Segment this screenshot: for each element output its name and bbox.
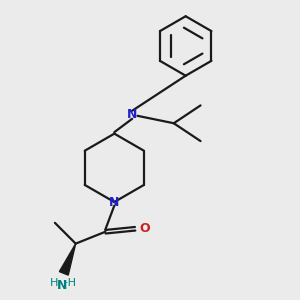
Text: ·H: ·H	[65, 278, 77, 288]
Polygon shape	[59, 244, 76, 275]
Text: N: N	[57, 279, 68, 292]
Text: N: N	[109, 196, 119, 208]
Text: O: O	[139, 222, 150, 235]
Text: N: N	[127, 108, 137, 121]
Text: H: H	[50, 278, 58, 288]
